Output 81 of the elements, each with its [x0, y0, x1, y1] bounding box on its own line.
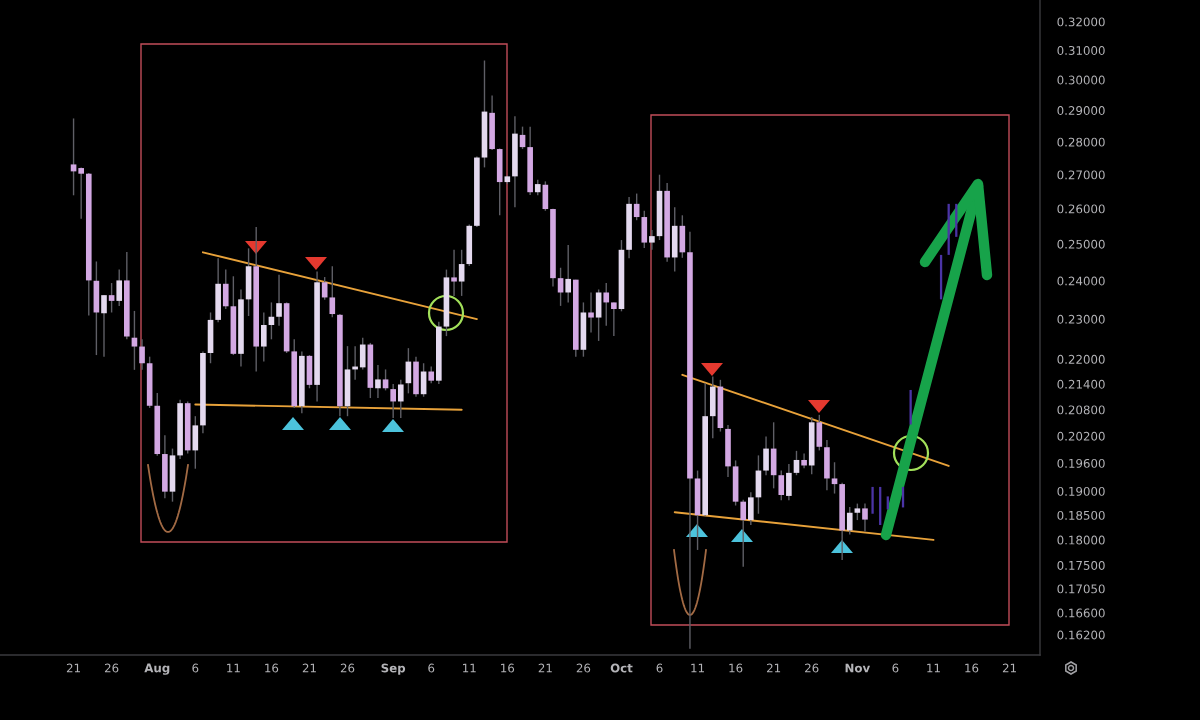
y-tick-label: 0.19600 — [1057, 458, 1105, 468]
y-tick-label: 0.18000 — [1057, 535, 1105, 545]
candlestick — [101, 294, 107, 358]
x-tick-label: 11 — [227, 663, 240, 673]
y-tick-label: 0.26000 — [1057, 204, 1105, 214]
x-tick-label: 21 — [767, 663, 781, 673]
candlestick — [131, 310, 138, 371]
candlestick — [139, 338, 145, 371]
candlestick — [831, 461, 838, 495]
y-tick-label: 0.30000 — [1057, 75, 1105, 85]
y-tick-label: 0.16600 — [1057, 608, 1105, 618]
x-tick-label: 6 — [892, 663, 899, 673]
x-tick-label: 6 — [428, 663, 435, 673]
candlestick — [382, 368, 389, 392]
x-tick-label: 11 — [691, 663, 704, 673]
candlestick — [70, 117, 77, 196]
candlestick — [740, 499, 747, 568]
x-tick-label: Oct — [610, 663, 633, 673]
candlestick — [78, 166, 84, 220]
candlestick — [763, 435, 769, 476]
candlestick — [397, 379, 404, 419]
candlestick — [846, 506, 853, 536]
y-tick-label: 0.25000 — [1057, 239, 1105, 249]
y-tick-label: 0.17500 — [1057, 560, 1105, 570]
x-tick-label: Nov — [845, 663, 871, 673]
bar — [909, 389, 912, 425]
x-tick-label: 16 — [265, 663, 279, 673]
candlestick — [451, 249, 457, 297]
y-tick-label: 0.22000 — [1057, 354, 1105, 364]
x-tick-label: 26 — [104, 663, 119, 673]
y-tick-label: 0.27000 — [1057, 170, 1105, 180]
x-tick-label: 26 — [340, 663, 355, 673]
x-tick-label: 16 — [965, 663, 979, 673]
x-tick-label: 11 — [463, 663, 476, 673]
x-tick-label: 21 — [538, 663, 552, 673]
candlestick — [260, 311, 267, 363]
candlestick — [778, 469, 785, 501]
y-tick-label: 0.23000 — [1057, 314, 1105, 324]
candlestick — [565, 244, 572, 304]
x-tick-label: 16 — [501, 663, 515, 673]
y-tick-label: 0.28000 — [1057, 137, 1105, 147]
y-tick-label: 0.18500 — [1057, 510, 1105, 520]
candlestick — [748, 491, 754, 526]
y-tick-label: 0.32000 — [1057, 17, 1105, 27]
y-tick-label: 0.16200 — [1057, 630, 1105, 640]
x-tick-label: 6 — [192, 663, 199, 673]
candlestick — [611, 301, 617, 337]
candlestick — [359, 337, 366, 371]
x-tick-label: Aug — [144, 663, 170, 675]
x-tick-label: 16 — [729, 663, 743, 673]
candlestick — [222, 268, 229, 310]
bar — [871, 486, 874, 514]
x-tick-label: 21 — [302, 663, 316, 673]
x-tick-label: Sep — [381, 663, 406, 675]
y-tick-label: 0.20200 — [1057, 431, 1105, 441]
candlestick — [603, 282, 610, 327]
candlestick — [862, 502, 868, 533]
x-tick-label: 21 — [1002, 663, 1016, 673]
y-tick-label: 0.19000 — [1057, 486, 1105, 496]
candlestick — [649, 229, 655, 251]
y-tick-label: 0.29000 — [1057, 106, 1105, 115]
candlestick — [786, 463, 792, 501]
y-tick-label: 0.20800 — [1057, 405, 1105, 415]
x-tick-label: 21 — [66, 663, 80, 673]
y-tick-label: 0.21400 — [1057, 379, 1105, 389]
candlestick — [801, 452, 807, 469]
x-tick-label: 6 — [656, 663, 663, 673]
candlestick — [588, 291, 594, 334]
candlestick — [390, 383, 396, 419]
candlestick — [108, 282, 115, 314]
x-tick-label: 11 — [927, 663, 940, 673]
x-tick-label: 26 — [805, 663, 819, 673]
candlestick — [375, 364, 381, 399]
y-tick-label: 0.17050 — [1057, 584, 1105, 594]
y-tick-label: 0.24000 — [1057, 276, 1105, 286]
candlestick — [329, 265, 336, 318]
y-tick-label: 0.31000 — [1057, 46, 1105, 55]
candlestick — [116, 268, 123, 307]
x-tick-label: 26 — [576, 663, 591, 673]
candlestick — [276, 274, 282, 327]
candlestick — [458, 249, 465, 297]
